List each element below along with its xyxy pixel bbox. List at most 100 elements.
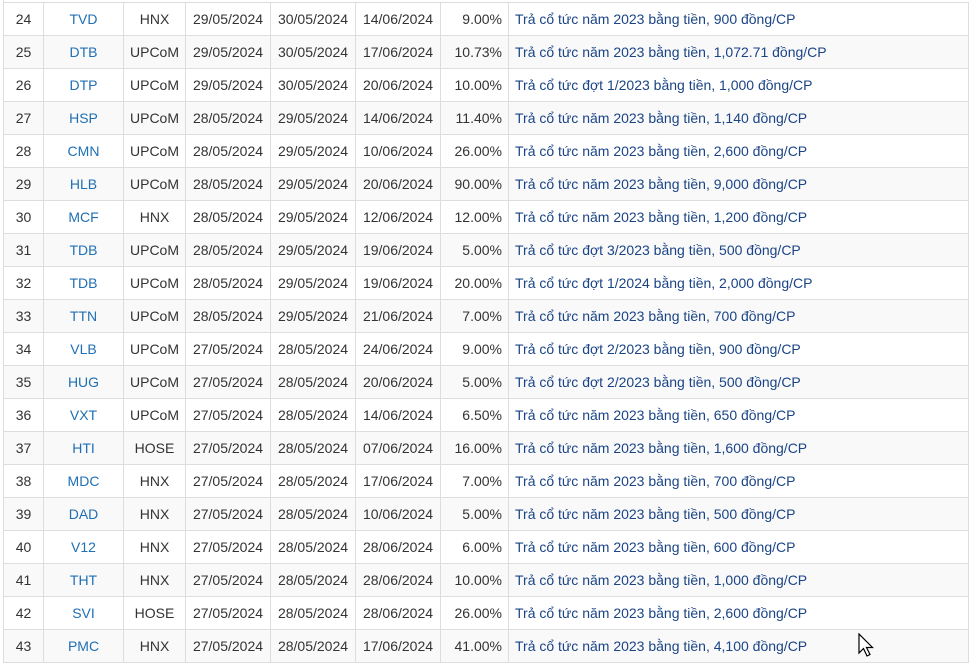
exchange: UPCoM [123,68,186,102]
table-row: 34 VLB UPCoM 27/05/2024 28/05/2024 24/06/2024… [3,332,969,366]
event-description-link[interactable]: Trả cổ tức năm 2023 bằng tiền, 1,200 đồn… [508,200,969,234]
stock-code-link[interactable]: TDB [43,266,124,300]
row-number: 32 [3,266,44,300]
dividend-rate: 6.00% [440,530,509,564]
payment-date: 14/06/2024 [355,101,441,135]
table-row: 42 SVI HOSE 27/05/2024 28/05/2024 28/06/2024 2… [3,596,969,630]
exchange: UPCoM [123,35,186,69]
dividend-rate: 5.00% [440,365,509,399]
row-number: 28 [3,134,44,168]
event-description-link[interactable]: Trả cổ tức năm 2023 bằng tiền, 1,600 đồn… [508,431,969,465]
payment-date: 17/06/2024 [355,35,441,69]
event-description-link[interactable]: Trả cổ tức năm 2023 bằng tiền, 900 đồng/… [508,2,969,36]
exchange: UPCoM [123,101,186,135]
ex-rights-date: 29/05/2024 [185,2,271,36]
exchange: UPCoM [123,299,186,333]
row-number: 33 [3,299,44,333]
event-description-link[interactable]: Trả cổ tức năm 2023 bằng tiền, 2,600 đồn… [508,596,969,630]
stock-code-link[interactable]: MCF [43,200,124,234]
dividend-rate: 20.00% [440,266,509,300]
stock-code-link[interactable]: HUG [43,365,124,399]
record-date: 30/05/2024 [270,35,356,69]
table-row: 38 MDC HNX 27/05/2024 28/05/2024 17/06/2024 7.… [3,464,969,498]
table-row: 33 TTN UPCoM 28/05/2024 29/05/2024 21/06/2024… [3,299,969,333]
table-body: 24 TVD HNX 29/05/2024 30/05/2024 14/06/2024 9.… [3,2,969,663]
stock-code-link[interactable]: TVD [43,2,124,36]
stock-code-link[interactable]: PMC [43,629,124,663]
table-row: 29 HLB UPCoM 28/05/2024 29/05/2024 20/06/2024… [3,167,969,201]
dividend-rate: 41.00% [440,629,509,663]
stock-code-link[interactable]: MDC [43,464,124,498]
exchange: HNX [123,497,186,531]
dividend-rate: 6.50% [440,398,509,432]
event-description-link[interactable]: Trả cổ tức năm 2023 bằng tiền, 650 đồng/… [508,398,969,432]
stock-code-link[interactable]: HTI [43,431,124,465]
event-description-link[interactable]: Trả cổ tức năm 2023 bằng tiền, 1,072.71 … [508,35,969,69]
dividend-rate: 11.40% [440,101,509,135]
event-description-link[interactable]: Trả cổ tức năm 2023 bằng tiền, 4,100 đồn… [508,629,969,663]
event-description-link[interactable]: Trả cổ tức năm 2023 bằng tiền, 500 đồng/… [508,497,969,531]
row-number: 26 [3,68,44,102]
event-description-link[interactable]: Trả cổ tức năm 2023 bằng tiền, 1,140 đồn… [508,101,969,135]
stock-code-link[interactable]: TDB [43,233,124,267]
record-date: 30/05/2024 [270,68,356,102]
stock-code-link[interactable]: SVI [43,596,124,630]
stock-code-link[interactable]: DTP [43,68,124,102]
stock-code-link[interactable]: DAD [43,497,124,531]
exchange: HNX [123,530,186,564]
event-description-link[interactable]: Trả cổ tức đợt 1/2024 bằng tiền, 2,000 đ… [508,266,969,300]
event-description-link[interactable]: Trả cổ tức đợt 3/2023 bằng tiền, 500 đồn… [508,233,969,267]
event-description-link[interactable]: Trả cổ tức năm 2023 bằng tiền, 9,000 đồn… [508,167,969,201]
payment-date: 24/06/2024 [355,332,441,366]
table-row: 32 TDB UPCoM 28/05/2024 29/05/2024 19/06/2024… [3,266,969,300]
ex-rights-date: 27/05/2024 [185,431,271,465]
ex-rights-date: 29/05/2024 [185,68,271,102]
payment-date: 14/06/2024 [355,2,441,36]
mouse-pointer-icon [858,633,874,657]
event-description-link[interactable]: Trả cổ tức năm 2023 bằng tiền, 700 đồng/… [508,299,969,333]
event-description-link[interactable]: Trả cổ tức đợt 2/2023 bằng tiền, 500 đồn… [508,365,969,399]
ex-rights-date: 27/05/2024 [185,398,271,432]
record-date: 28/05/2024 [270,431,356,465]
stock-code-link[interactable]: THT [43,563,124,597]
event-description-link[interactable]: Trả cổ tức đợt 2/2023 bằng tiền, 900 đồn… [508,332,969,366]
payment-date: 12/06/2024 [355,200,441,234]
row-number: 30 [3,200,44,234]
stock-code-link[interactable]: HLB [43,167,124,201]
dividend-rate: 5.00% [440,233,509,267]
event-description-link[interactable]: Trả cổ tức năm 2023 bằng tiền, 700 đồng/… [508,464,969,498]
record-date: 28/05/2024 [270,629,356,663]
event-description-link[interactable]: Trả cổ tức năm 2023 bằng tiền, 600 đồng/… [508,530,969,564]
event-description-link[interactable]: Trả cổ tức năm 2023 bằng tiền, 2,600 đồn… [508,134,969,168]
exchange: UPCoM [123,365,186,399]
stock-code-link[interactable]: TTN [43,299,124,333]
stock-code-link[interactable]: V12 [43,530,124,564]
exchange: HNX [123,563,186,597]
stock-code-link[interactable]: CMN [43,134,124,168]
event-description-link[interactable]: Trả cổ tức năm 2023 bằng tiền, 1,000 đồn… [508,563,969,597]
record-date: 28/05/2024 [270,332,356,366]
payment-date: 17/06/2024 [355,464,441,498]
row-number: 24 [3,2,44,36]
stock-code-link[interactable]: HSP [43,101,124,135]
payment-date: 28/06/2024 [355,596,441,630]
exchange: HOSE [123,596,186,630]
dividend-rate: 10.73% [440,35,509,69]
payment-date: 10/06/2024 [355,497,441,531]
record-date: 28/05/2024 [270,497,356,531]
stock-code-link[interactable]: VLB [43,332,124,366]
event-description-link[interactable]: Trả cổ tức đợt 1/2023 bằng tiền, 1,000 đ… [508,68,969,102]
stock-code-link[interactable]: VXT [43,398,124,432]
record-date: 29/05/2024 [270,167,356,201]
payment-date: 20/06/2024 [355,167,441,201]
stock-code-link[interactable]: DTB [43,35,124,69]
dividend-rate: 9.00% [440,332,509,366]
exchange: UPCoM [123,332,186,366]
payment-date: 07/06/2024 [355,431,441,465]
record-date: 28/05/2024 [270,464,356,498]
row-number: 29 [3,167,44,201]
table-row: 40 V12 HNX 27/05/2024 28/05/2024 28/06/2024 6.… [3,530,969,564]
payment-date: 17/06/2024 [355,629,441,663]
payment-date: 19/06/2024 [355,233,441,267]
table-row: 41 THT HNX 27/05/2024 28/05/2024 28/06/2024 10… [3,563,969,597]
